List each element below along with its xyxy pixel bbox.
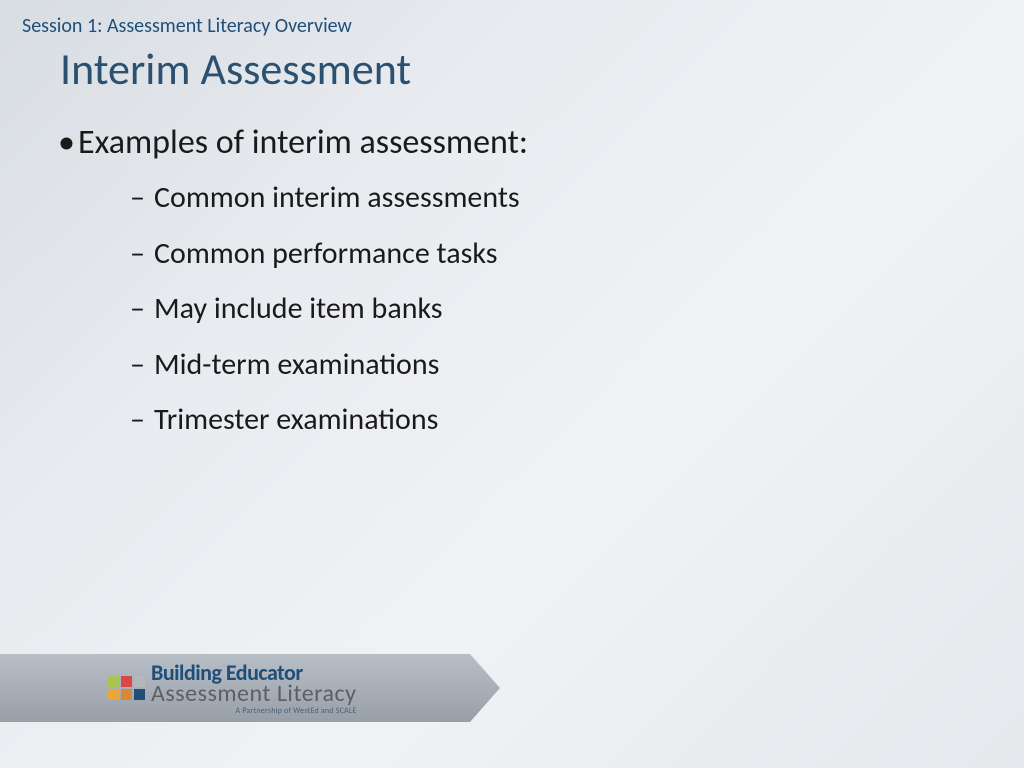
sub-bullet-item: Common interim assessments: [130, 178, 520, 219]
logo-square: [121, 676, 132, 687]
sub-bullet-list: Common interim assessments Common perfor…: [130, 178, 520, 456]
logo-text-block: Building Educator Assessment Literacy A …: [151, 662, 357, 715]
logo-square: [108, 689, 119, 700]
logo-squares-icon: [108, 676, 145, 700]
logo-square: [134, 689, 145, 700]
logo-square: [121, 689, 132, 700]
logo-square: [108, 676, 119, 687]
logo-line3: A Partnership of WestEd and SCALE: [151, 707, 357, 715]
logo-banner: Building Educator Assessment Literacy A …: [0, 654, 500, 722]
sub-bullet-item: Mid-term examinations: [130, 345, 520, 386]
sub-bullet-item: Common performance tasks: [130, 234, 520, 275]
slide-title: Interim Assessment: [60, 42, 411, 96]
session-label: Session 1: Assessment Literacy Overview: [22, 14, 352, 38]
sub-bullet-item: May include item banks: [130, 289, 520, 330]
sub-bullet-item: Trimester examinations: [130, 400, 520, 441]
logo-line2: Assessment Literacy: [151, 682, 357, 706]
main-bullet-text: Examples of interim assessment:: [78, 122, 528, 163]
logo-square: [134, 676, 145, 687]
